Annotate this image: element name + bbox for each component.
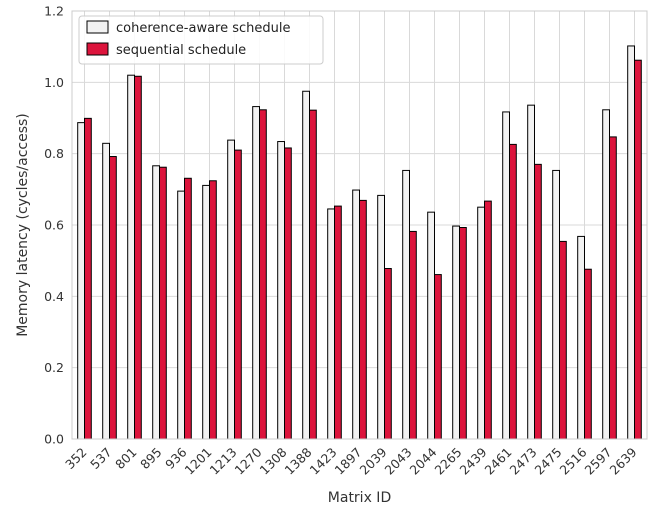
x-tick-label: 2475 bbox=[532, 445, 565, 478]
x-tick-label: 2597 bbox=[582, 445, 615, 478]
x-tick-label: 1270 bbox=[232, 444, 265, 477]
bar-sequential-1201 bbox=[209, 180, 217, 440]
bar-coherence-aware-2639 bbox=[627, 45, 636, 440]
bar-coherence-aware-1270 bbox=[252, 106, 260, 440]
x-tick-label: 2516 bbox=[557, 444, 590, 477]
plot-frame bbox=[71, 10, 648, 440]
legend: coherence-aware schedule sequential sche… bbox=[78, 15, 324, 65]
y-tick-label: 0.2 bbox=[44, 360, 64, 375]
bar-coherence-aware-352 bbox=[77, 122, 85, 440]
bar-coherence-aware-1308 bbox=[277, 141, 286, 440]
x-tick-label: 2044 bbox=[407, 444, 440, 477]
y-tick-label: 0.6 bbox=[44, 218, 64, 233]
bar-sequential-2044 bbox=[434, 274, 442, 440]
bar-sequential-2043 bbox=[409, 230, 417, 440]
bar-coherence-aware-2043 bbox=[402, 169, 411, 440]
y-tick-label: 0.4 bbox=[44, 289, 64, 304]
bar-sequential-1270 bbox=[259, 109, 267, 440]
x-tick-label: 2043 bbox=[382, 445, 415, 478]
bar-sequential-352 bbox=[84, 117, 92, 440]
bar-sequential-1388 bbox=[309, 109, 317, 440]
bar-sequential-801 bbox=[134, 75, 142, 440]
x-tick-label: 895 bbox=[137, 445, 164, 472]
bar-sequential-2461 bbox=[509, 143, 517, 440]
bar-sequential-2475 bbox=[559, 240, 567, 440]
bar-coherence-aware-2044 bbox=[427, 211, 436, 440]
bar-sequential-537 bbox=[109, 156, 117, 440]
x-tick-label: 801 bbox=[112, 445, 139, 472]
bar-sequential-2265 bbox=[459, 226, 467, 440]
bar-coherence-aware-1423 bbox=[327, 208, 336, 440]
bars bbox=[77, 45, 642, 440]
bar-sequential-936 bbox=[184, 177, 192, 440]
y-tick-label: 1.2 bbox=[44, 4, 64, 19]
bar-coherence-aware-2475 bbox=[552, 169, 561, 440]
bar-sequential-2439 bbox=[484, 200, 492, 440]
bar-coherence-aware-2461 bbox=[502, 111, 511, 440]
bar-coherence-aware-1897 bbox=[352, 189, 361, 440]
bar-coherence-aware-1388 bbox=[302, 90, 311, 440]
x-axis-label: Matrix ID bbox=[328, 490, 391, 506]
bar-coherence-aware-801 bbox=[127, 74, 135, 440]
legend-label-coherence-aware: coherence-aware schedule bbox=[116, 21, 290, 36]
x-tick-label: 2473 bbox=[507, 445, 540, 478]
x-tick-label: 2039 bbox=[357, 444, 390, 477]
bar-coherence-aware-537 bbox=[102, 142, 110, 440]
legend-swatch-coherence-aware bbox=[86, 20, 109, 34]
y-axis-label: Memory latency (cycles/access) bbox=[15, 113, 31, 337]
bar-coherence-aware-895 bbox=[152, 165, 160, 440]
x-tick-label: 1388 bbox=[282, 444, 315, 477]
bar-coherence-aware-2439 bbox=[477, 206, 486, 440]
x-tick-label: 2461 bbox=[482, 445, 515, 478]
bar-sequential-1897 bbox=[359, 199, 367, 440]
bar-coherence-aware-936 bbox=[177, 190, 185, 440]
y-tick-label: 1.0 bbox=[44, 75, 64, 90]
x-tick-label: 1308 bbox=[257, 444, 290, 477]
x-tick-label: 537 bbox=[87, 445, 114, 472]
bar-coherence-aware-2265 bbox=[452, 225, 461, 440]
bar-sequential-1213 bbox=[234, 149, 242, 440]
x-tick-label: 1201 bbox=[182, 445, 215, 478]
legend-swatch-sequential bbox=[86, 42, 109, 56]
x-tick-label: 1423 bbox=[307, 445, 340, 478]
bar-sequential-1308 bbox=[284, 147, 292, 440]
bar-coherence-aware-2039 bbox=[377, 194, 386, 440]
bar-coherence-aware-1201 bbox=[202, 184, 210, 440]
x-tick-label: 2639 bbox=[607, 444, 640, 477]
bar-sequential-2597 bbox=[609, 136, 617, 440]
bar-sequential-2039 bbox=[384, 268, 392, 440]
x-tick-label: 1213 bbox=[207, 445, 240, 478]
y-tick-label: 0.0 bbox=[44, 432, 64, 447]
bar-sequential-2516 bbox=[584, 268, 592, 440]
x-tick-labels: 3525378018959361201121312701308138814231… bbox=[62, 444, 640, 477]
x-tick-label: 352 bbox=[62, 445, 89, 472]
y-tick-label: 0.8 bbox=[44, 146, 64, 161]
x-tick-label: 2439 bbox=[457, 444, 490, 477]
y-tick-labels: 0.0 0.2 0.4 0.6 0.8 1.0 1.2 bbox=[44, 4, 64, 447]
bar-sequential-895 bbox=[159, 166, 167, 440]
legend-label-sequential: sequential schedule bbox=[116, 43, 246, 58]
legend-box bbox=[78, 15, 324, 65]
bar-coherence-aware-2516 bbox=[577, 235, 586, 440]
x-tick-label: 2265 bbox=[432, 445, 465, 478]
x-tick-label: 1897 bbox=[332, 445, 365, 478]
bar-coherence-aware-2473 bbox=[527, 104, 536, 440]
bar-sequential-2473 bbox=[534, 163, 542, 440]
bar-sequential-2639 bbox=[634, 59, 642, 440]
bar-coherence-aware-2597 bbox=[602, 109, 611, 440]
bar-coherence-aware-1213 bbox=[227, 139, 235, 440]
bar-sequential-1423 bbox=[334, 205, 342, 440]
